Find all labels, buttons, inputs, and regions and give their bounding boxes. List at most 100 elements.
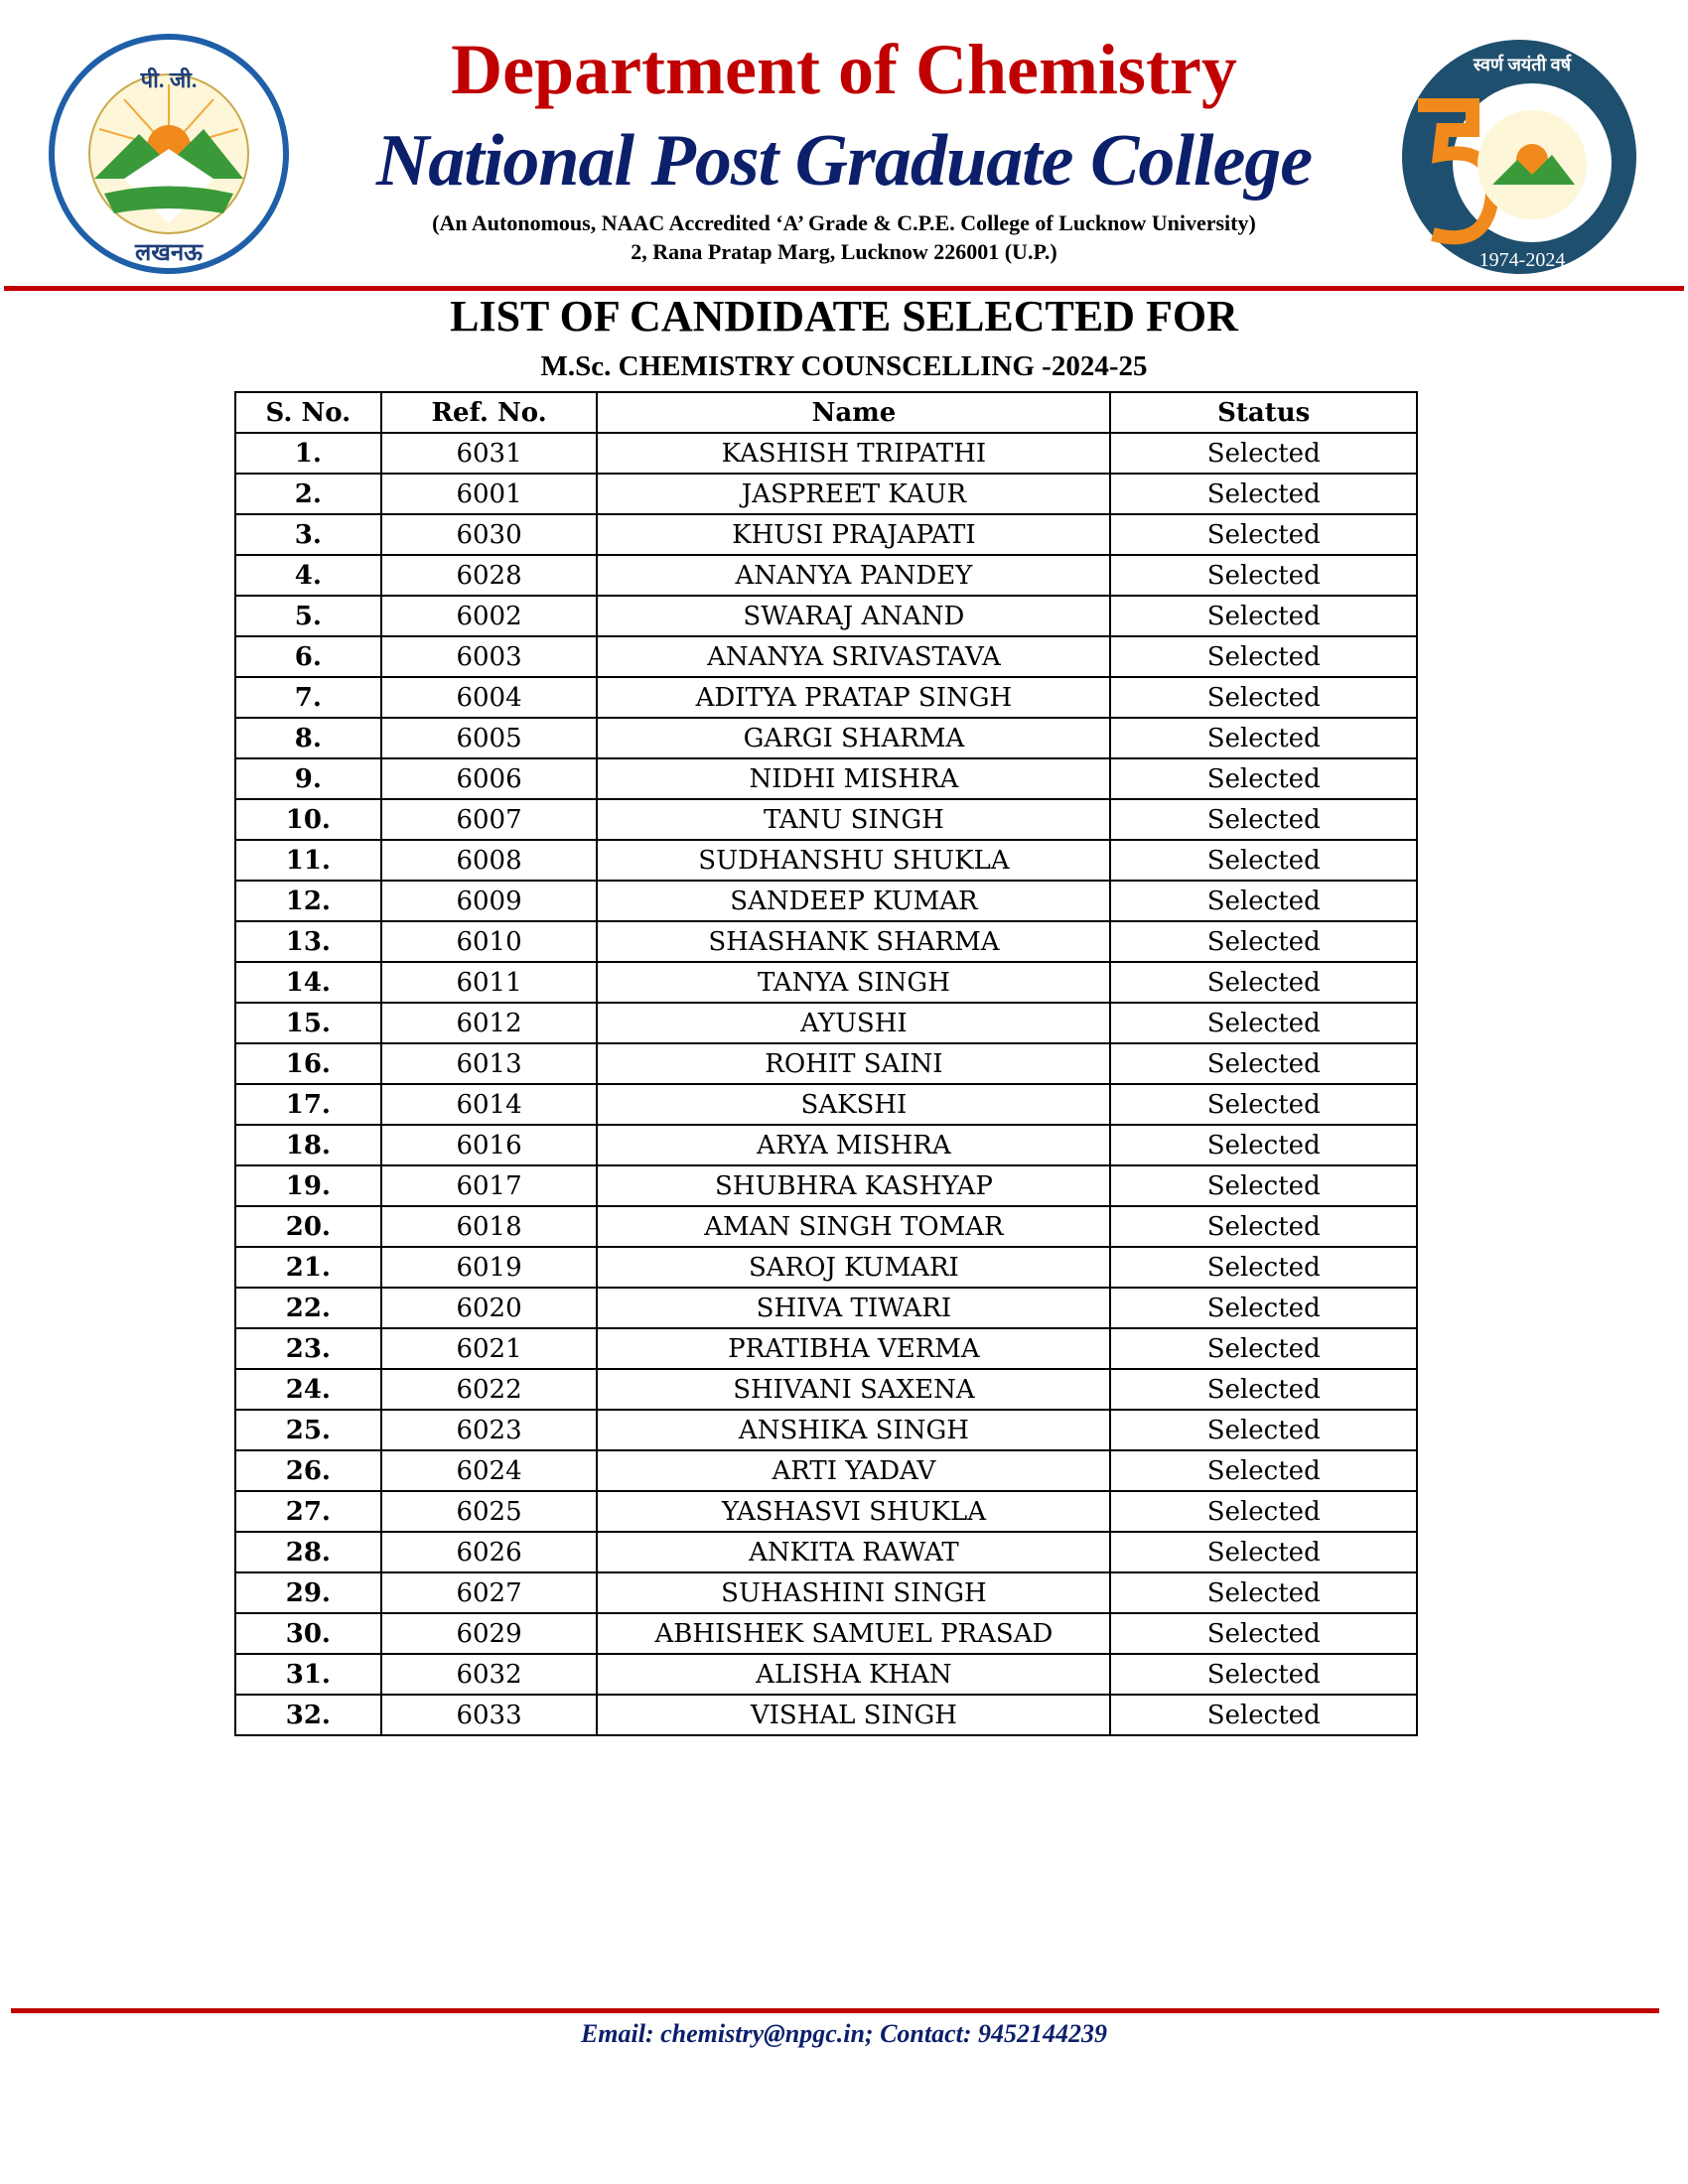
candidate-name: KHUSI PRAJAPATI: [596, 513, 1112, 556]
serial-number: 28.: [234, 1531, 382, 1573]
candidate-name: ABHISHEK SAMUEL PRASAD: [596, 1612, 1112, 1655]
ref-number: 6003: [379, 635, 599, 678]
candidate-name: SHUBHRA KASHYAP: [596, 1164, 1112, 1207]
serial-number: 16.: [234, 1042, 382, 1085]
status: Selected: [1109, 798, 1418, 841]
accreditation-text: (An Autonomous, NAAC Accredited ‘A’ Grad…: [432, 210, 1256, 235]
table-row: 26. 6024 ARTI YADAV Selected: [234, 1449, 1418, 1492]
serial-number: 6.: [234, 635, 382, 678]
table-row: 32. 6033 VISHAL SINGH Selected: [234, 1694, 1418, 1736]
status: Selected: [1109, 1694, 1418, 1736]
status: Selected: [1109, 880, 1418, 922]
serial-number: 17.: [234, 1083, 382, 1126]
column-header-status: Status: [1109, 391, 1418, 434]
candidate-name: TANU SINGH: [596, 798, 1112, 841]
table-header-row: S. No. Ref. No. Name Status: [234, 391, 1418, 434]
status: Selected: [1109, 554, 1418, 597]
candidate-name: SAROJ KUMARI: [596, 1246, 1112, 1289]
candidate-name: YASHASVI SHUKLA: [596, 1490, 1112, 1533]
table-row: 17. 6014 SAKSHI Selected: [234, 1083, 1418, 1126]
list-subtitle: M.Sc. CHEMISTRY COUNSCELLING -2024-25: [540, 350, 1148, 382]
table-row: 15. 6012 AYUSHI Selected: [234, 1002, 1418, 1044]
status: Selected: [1109, 1449, 1418, 1492]
status: Selected: [1109, 432, 1418, 475]
candidate-name: ROHIT SAINI: [596, 1042, 1112, 1085]
candidate-name: ANKITA RAWAT: [596, 1531, 1112, 1573]
table-row: 7. 6004 ADITYA PRATAP SINGH Selected: [234, 676, 1418, 719]
status: Selected: [1109, 635, 1418, 678]
svg-text:लखनऊ: लखनऊ: [134, 240, 204, 266]
candidate-name: KASHISH TRIPATHI: [596, 432, 1112, 475]
candidate-name: AMAN SINGH TOMAR: [596, 1205, 1112, 1248]
status: Selected: [1109, 1164, 1418, 1207]
status: Selected: [1109, 1531, 1418, 1573]
serial-number: 14.: [234, 961, 382, 1004]
candidate-name: NIDHI MISHRA: [596, 757, 1112, 800]
status: Selected: [1109, 473, 1418, 515]
candidate-name: ALISHA KHAN: [596, 1653, 1112, 1696]
table-row: 23. 6021 PRATIBHA VERMA Selected: [234, 1327, 1418, 1370]
table-row: 9. 6006 NIDHI MISHRA Selected: [234, 757, 1418, 800]
ref-number: 6033: [379, 1694, 599, 1736]
table-row: 2. 6001 JASPREET KAUR Selected: [234, 473, 1418, 515]
table-row: 13. 6010 SHASHANK SHARMA Selected: [234, 920, 1418, 963]
serial-number: 19.: [234, 1164, 382, 1207]
column-header-sno: S. No.: [234, 391, 382, 434]
serial-number: 31.: [234, 1653, 382, 1696]
table-row: 10. 6007 TANU SINGH Selected: [234, 798, 1418, 841]
column-header-name: Name: [596, 391, 1112, 434]
serial-number: 12.: [234, 880, 382, 922]
candidate-name: SUDHANSHU SHUKLA: [596, 839, 1112, 882]
status: Selected: [1109, 1409, 1418, 1451]
serial-number: 9.: [234, 757, 382, 800]
ref-number: 6028: [379, 554, 599, 597]
table-row: 28. 6026 ANKITA RAWAT Selected: [234, 1531, 1418, 1573]
ref-number: 6032: [379, 1653, 599, 1696]
status: Selected: [1109, 839, 1418, 882]
candidate-name: VISHAL SINGH: [596, 1694, 1112, 1736]
ref-number: 6006: [379, 757, 599, 800]
table-row: 4. 6028 ANANYA PANDEY Selected: [234, 554, 1418, 597]
table-row: 27. 6025 YASHASVI SHUKLA Selected: [234, 1490, 1418, 1533]
candidate-name: SUHASHINI SINGH: [596, 1571, 1112, 1614]
status: Selected: [1109, 1490, 1418, 1533]
candidate-name: ARYA MISHRA: [596, 1124, 1112, 1166]
candidate-name: TANYA SINGH: [596, 961, 1112, 1004]
serial-number: 25.: [234, 1409, 382, 1451]
candidate-name: JASPREET KAUR: [596, 473, 1112, 515]
column-header-ref: Ref. No.: [379, 391, 599, 434]
ref-number: 6001: [379, 473, 599, 515]
status: Selected: [1109, 1042, 1418, 1085]
table-row: 8. 6005 GARGI SHARMA Selected: [234, 717, 1418, 759]
table-row: 5. 6002 SWARAJ ANAND Selected: [234, 595, 1418, 637]
serial-number: 30.: [234, 1612, 382, 1655]
status: Selected: [1109, 961, 1418, 1004]
table-row: 11. 6008 SUDHANSHU SHUKLA Selected: [234, 839, 1418, 882]
status: Selected: [1109, 920, 1418, 963]
serial-number: 32.: [234, 1694, 382, 1736]
candidate-name: ARTI YADAV: [596, 1449, 1112, 1492]
table-row: 18. 6016 ARYA MISHRA Selected: [234, 1124, 1418, 1166]
status: Selected: [1109, 1246, 1418, 1289]
status: Selected: [1109, 1083, 1418, 1126]
ref-number: 6005: [379, 717, 599, 759]
status: Selected: [1109, 1002, 1418, 1044]
ref-number: 6029: [379, 1612, 599, 1655]
status: Selected: [1109, 1124, 1418, 1166]
ref-number: 6019: [379, 1246, 599, 1289]
ref-number: 6016: [379, 1124, 599, 1166]
list-title: LIST OF CANDIDATE SELECTED FOR: [450, 292, 1238, 341]
serial-number: 29.: [234, 1571, 382, 1614]
status: Selected: [1109, 1612, 1418, 1655]
candidate-name: ADITYA PRATAP SINGH: [596, 676, 1112, 719]
serial-number: 11.: [234, 839, 382, 882]
table-row: 3. 6030 KHUSI PRAJAPATI Selected: [234, 513, 1418, 556]
serial-number: 27.: [234, 1490, 382, 1533]
footer-divider: [11, 2008, 1659, 2013]
ref-number: 6031: [379, 432, 599, 475]
table-row: 1. 6031 KASHISH TRIPATHI Selected: [234, 432, 1418, 475]
ref-number: 6014: [379, 1083, 599, 1126]
table-row: 21. 6019 SAROJ KUMARI Selected: [234, 1246, 1418, 1289]
table-row: 14. 6011 TANYA SINGH Selected: [234, 961, 1418, 1004]
status: Selected: [1109, 1205, 1418, 1248]
